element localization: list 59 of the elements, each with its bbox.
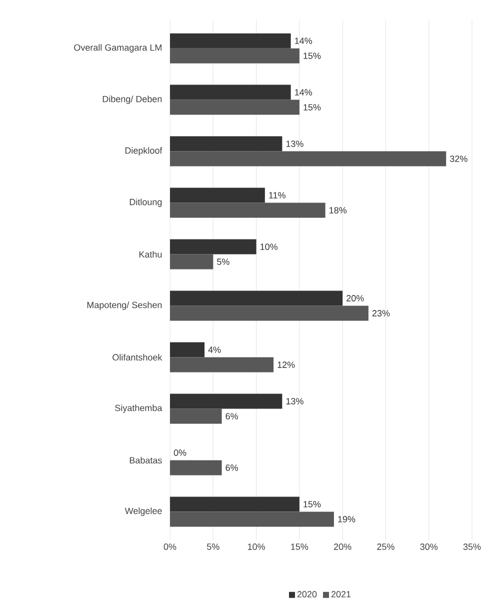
legend-label: 2020 (297, 591, 317, 598)
bar (170, 84, 291, 100)
bar (170, 394, 282, 409)
bar (170, 188, 265, 203)
bar (170, 136, 282, 152)
y-tick-label: Overall Gamagara LM (74, 44, 162, 53)
data-label: 14% (295, 38, 312, 44)
bar (170, 496, 300, 512)
x-tick-label: 0% (164, 544, 176, 550)
y-tick-label: Babatas (130, 456, 162, 464)
data-label: 13% (286, 140, 304, 147)
bar (170, 290, 343, 306)
data-label: 19% (338, 516, 356, 522)
data-label: 20% (346, 295, 364, 302)
x-tick-label: 30% (420, 544, 438, 550)
data-label: 15% (304, 501, 321, 508)
y-tick-label: Kathu (139, 250, 162, 258)
bar (170, 357, 274, 372)
y-tick-label: Ditloung (130, 198, 162, 207)
data-label: 10% (260, 244, 278, 250)
bar (170, 202, 326, 218)
bar (170, 33, 291, 48)
bar (170, 151, 446, 166)
data-label: 0% (174, 450, 186, 456)
y-tick-label: Mapoteng/ Seshen (87, 302, 162, 310)
y-tick-label: Diepkloof (125, 147, 162, 156)
x-tick-label: 10% (248, 544, 265, 550)
bar (170, 239, 256, 254)
data-label: 15% (304, 52, 321, 59)
bar (170, 408, 222, 424)
y-tick-label: Olifantshoek (112, 354, 162, 361)
data-label: 15% (304, 104, 321, 110)
bar (170, 306, 368, 321)
x-tick-label: 20% (334, 544, 352, 550)
data-label: 4% (208, 346, 221, 353)
data-label: 23% (372, 310, 390, 316)
x-tick-label: 25% (377, 544, 394, 550)
y-tick-label: Siyathemba (115, 404, 162, 413)
data-label: 6% (226, 464, 238, 471)
bar (170, 254, 214, 270)
bar (170, 460, 222, 476)
y-tick-label: Welgelee (124, 507, 162, 516)
y-tick-label: Dibeng/ Deben (102, 96, 162, 104)
legend-label: 2021 (331, 591, 351, 598)
data-label: 18% (330, 207, 347, 214)
data-label: 13% (286, 398, 304, 404)
data-label: 14% (295, 89, 312, 96)
x-tick-label: 5% (207, 544, 220, 550)
bar (170, 100, 300, 115)
x-tick-label: 35% (463, 544, 481, 550)
bar (170, 342, 205, 358)
bar (170, 48, 300, 64)
data-label: 6% (226, 413, 238, 420)
data-label: 5% (217, 258, 230, 265)
bar (170, 512, 334, 527)
data-label: 11% (269, 192, 286, 198)
data-label: 12% (278, 362, 295, 368)
data-label: 32% (450, 156, 468, 162)
x-tick-label: 15% (291, 544, 308, 550)
